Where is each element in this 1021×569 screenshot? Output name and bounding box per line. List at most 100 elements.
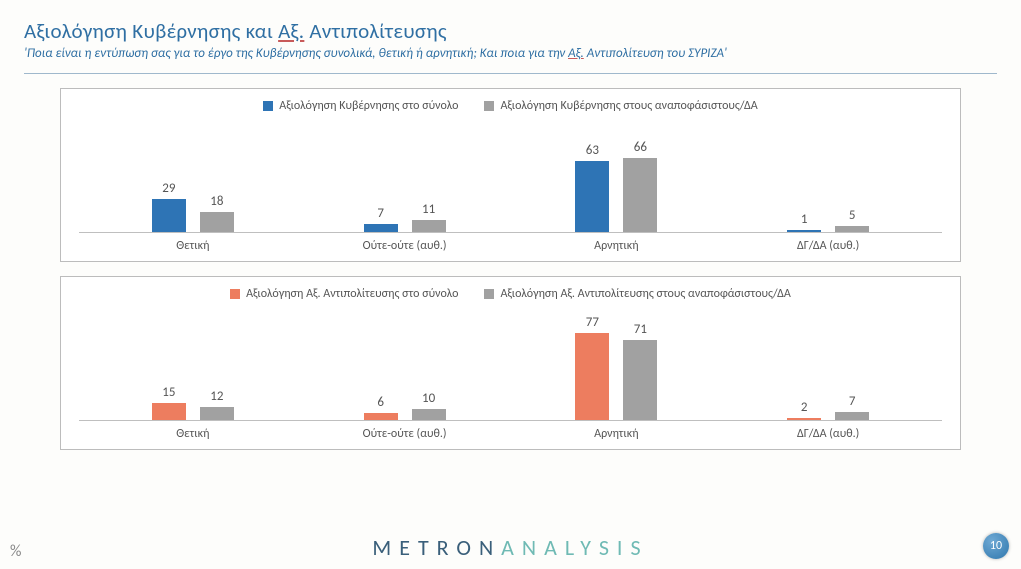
legend-swatch [484, 101, 494, 111]
value-label: 11 [422, 202, 435, 217]
legend-swatch [230, 289, 240, 299]
bar-group: 27 [722, 394, 934, 420]
value-label: 15 [162, 385, 175, 400]
category-label: Ούτε-ούτε (αυθ.) [299, 239, 511, 253]
bar-group: 29 18 [87, 181, 299, 232]
bar-group: 15 [722, 208, 934, 232]
bar-column: 10 [412, 391, 446, 420]
value-label: 29 [162, 181, 175, 196]
bar-column: 18 [200, 194, 234, 232]
bar-group: 63 66 [511, 140, 723, 232]
footer: % METRONANALYSIS 10 [0, 534, 1021, 561]
bar-column: 11 [412, 202, 446, 232]
bar-group: 7 11 [299, 202, 511, 232]
legend: Αξιολόγηση Κυβέρνησης στο σύνολο Αξιολόγη… [79, 99, 942, 113]
percent-symbol: % [10, 542, 21, 561]
bar [835, 412, 869, 420]
subtitle-underline: Αξ. [568, 46, 584, 61]
category-label: Θετική [87, 427, 299, 441]
category-label: Αρνητική [511, 427, 723, 441]
category-row: ΘετικήΟύτε-ούτε (αυθ.)ΑρνητικήΔΓ/ΔΑ (αυθ… [79, 427, 942, 441]
page-subtitle: 'Ποια είναι η εντύπωση σας για το έργο τ… [24, 46, 997, 61]
brand-logo: METRONANALYSIS [372, 534, 648, 561]
plot-area: 2918711636615 [79, 123, 942, 233]
value-label: 2 [801, 400, 808, 415]
bar-group: 77 71 [511, 315, 723, 420]
category-label: Ούτε-ούτε (αυθ.) [299, 427, 511, 441]
title-part-b: Αντιπολίτευσης [304, 18, 447, 44]
value-label: 6 [377, 395, 384, 410]
legend-label: Αξιολόγηση Κυβέρνησης στο σύνολο [279, 99, 458, 113]
bar-column: 15 [152, 385, 186, 420]
bar [787, 230, 821, 232]
brand-part-a: METRON [372, 534, 501, 561]
title-underline: Αξ. [278, 18, 304, 44]
bar-group: 6 10 [299, 391, 511, 420]
page-number: 10 [990, 539, 1002, 553]
bar-column: 6 [364, 395, 398, 420]
value-label: 71 [634, 322, 647, 337]
category-row: ΘετικήΟύτε-ούτε (αυθ.)ΑρνητικήΔΓ/ΔΑ (αυθ… [79, 239, 942, 253]
bar [575, 333, 609, 420]
bar-column: 1 [787, 212, 821, 232]
header: Αξιολόγηση Κυβέρνησης και Αξ. Αντιπολίτε… [0, 0, 1021, 67]
bar [623, 340, 657, 420]
bar-column: 29 [152, 181, 186, 232]
bar [364, 224, 398, 232]
bar-column: 2 [787, 400, 821, 420]
category-label: ΔΓ/ΔΑ (αυθ.) [722, 239, 934, 253]
value-label: 10 [422, 391, 435, 406]
legend-item: Αξιολόγηση Κυβέρνησης στους αναποφάσιστο… [484, 99, 757, 113]
bar-column: 12 [200, 389, 234, 421]
value-label: 7 [377, 206, 384, 221]
legend: Αξιολόγηση Αξ. Αντιπολίτευσης στο σύνολο… [79, 287, 942, 301]
bar-column: 7 [835, 394, 869, 420]
page-number-badge: 10 [983, 533, 1009, 559]
category-label: Θετική [87, 239, 299, 253]
legend-label: Αξιολόγηση Αξ. Αντιπολίτευσης στο σύνολο [246, 287, 458, 301]
chart-0: Αξιολόγηση Κυβέρνησης στο σύνολο Αξιολόγη… [60, 88, 961, 262]
bar [200, 407, 234, 421]
divider [24, 73, 997, 74]
title-part-a: Αξιολόγηση Κυβέρνησης και [24, 18, 278, 44]
legend-item: Αξιολόγηση Αξ. Αντιπολίτευσης στους αναπ… [484, 287, 790, 301]
bar [412, 220, 446, 232]
bar-column: 5 [835, 208, 869, 232]
value-label: 77 [586, 315, 599, 330]
bar [152, 403, 186, 420]
value-label: 1 [801, 212, 808, 227]
bar-column: 77 [575, 315, 609, 420]
legend-label: Αξιολόγηση Αξ. Αντιπολίτευσης στους αναπ… [500, 287, 790, 301]
page-title: Αξιολόγηση Κυβέρνησης και Αξ. Αντιπολίτε… [24, 18, 997, 44]
bar [623, 158, 657, 232]
brand-part-b: ANALYSIS [501, 534, 648, 561]
chart-1: Αξιολόγηση Αξ. Αντιπολίτευσης στο σύνολο… [60, 276, 961, 450]
category-label: Αρνητική [511, 239, 723, 253]
bar [412, 409, 446, 420]
bar [152, 199, 186, 232]
bar [835, 226, 869, 232]
bar [364, 413, 398, 420]
subtitle-part-b: Αντιπολίτευση του ΣΥΡΙΖΑ' [584, 46, 727, 61]
value-label: 18 [210, 194, 223, 209]
value-label: 5 [849, 208, 856, 223]
legend-swatch [484, 289, 494, 299]
legend-item: Αξιολόγηση Αξ. Αντιπολίτευσης στο σύνολο [230, 287, 458, 301]
value-label: 66 [634, 140, 647, 155]
bar-column: 66 [623, 140, 657, 232]
bar-group: 1512 [87, 385, 299, 420]
legend-item: Αξιολόγηση Κυβέρνησης στο σύνολο [263, 99, 458, 113]
value-label: 7 [849, 394, 856, 409]
bar [787, 418, 821, 420]
value-label: 12 [210, 389, 223, 404]
legend-swatch [263, 101, 273, 111]
charts-container: Αξιολόγηση Κυβέρνησης στο σύνολο Αξιολόγη… [0, 88, 1021, 450]
plot-area: 1512610777127 [79, 311, 942, 421]
subtitle-part-a: 'Ποια είναι η εντύπωση σας για το έργο τ… [24, 46, 568, 61]
bar-column: 7 [364, 206, 398, 232]
bar-column: 63 [575, 143, 609, 232]
bar-column: 71 [623, 322, 657, 420]
bar [575, 161, 609, 232]
value-label: 63 [586, 143, 599, 158]
category-label: ΔΓ/ΔΑ (αυθ.) [722, 427, 934, 441]
